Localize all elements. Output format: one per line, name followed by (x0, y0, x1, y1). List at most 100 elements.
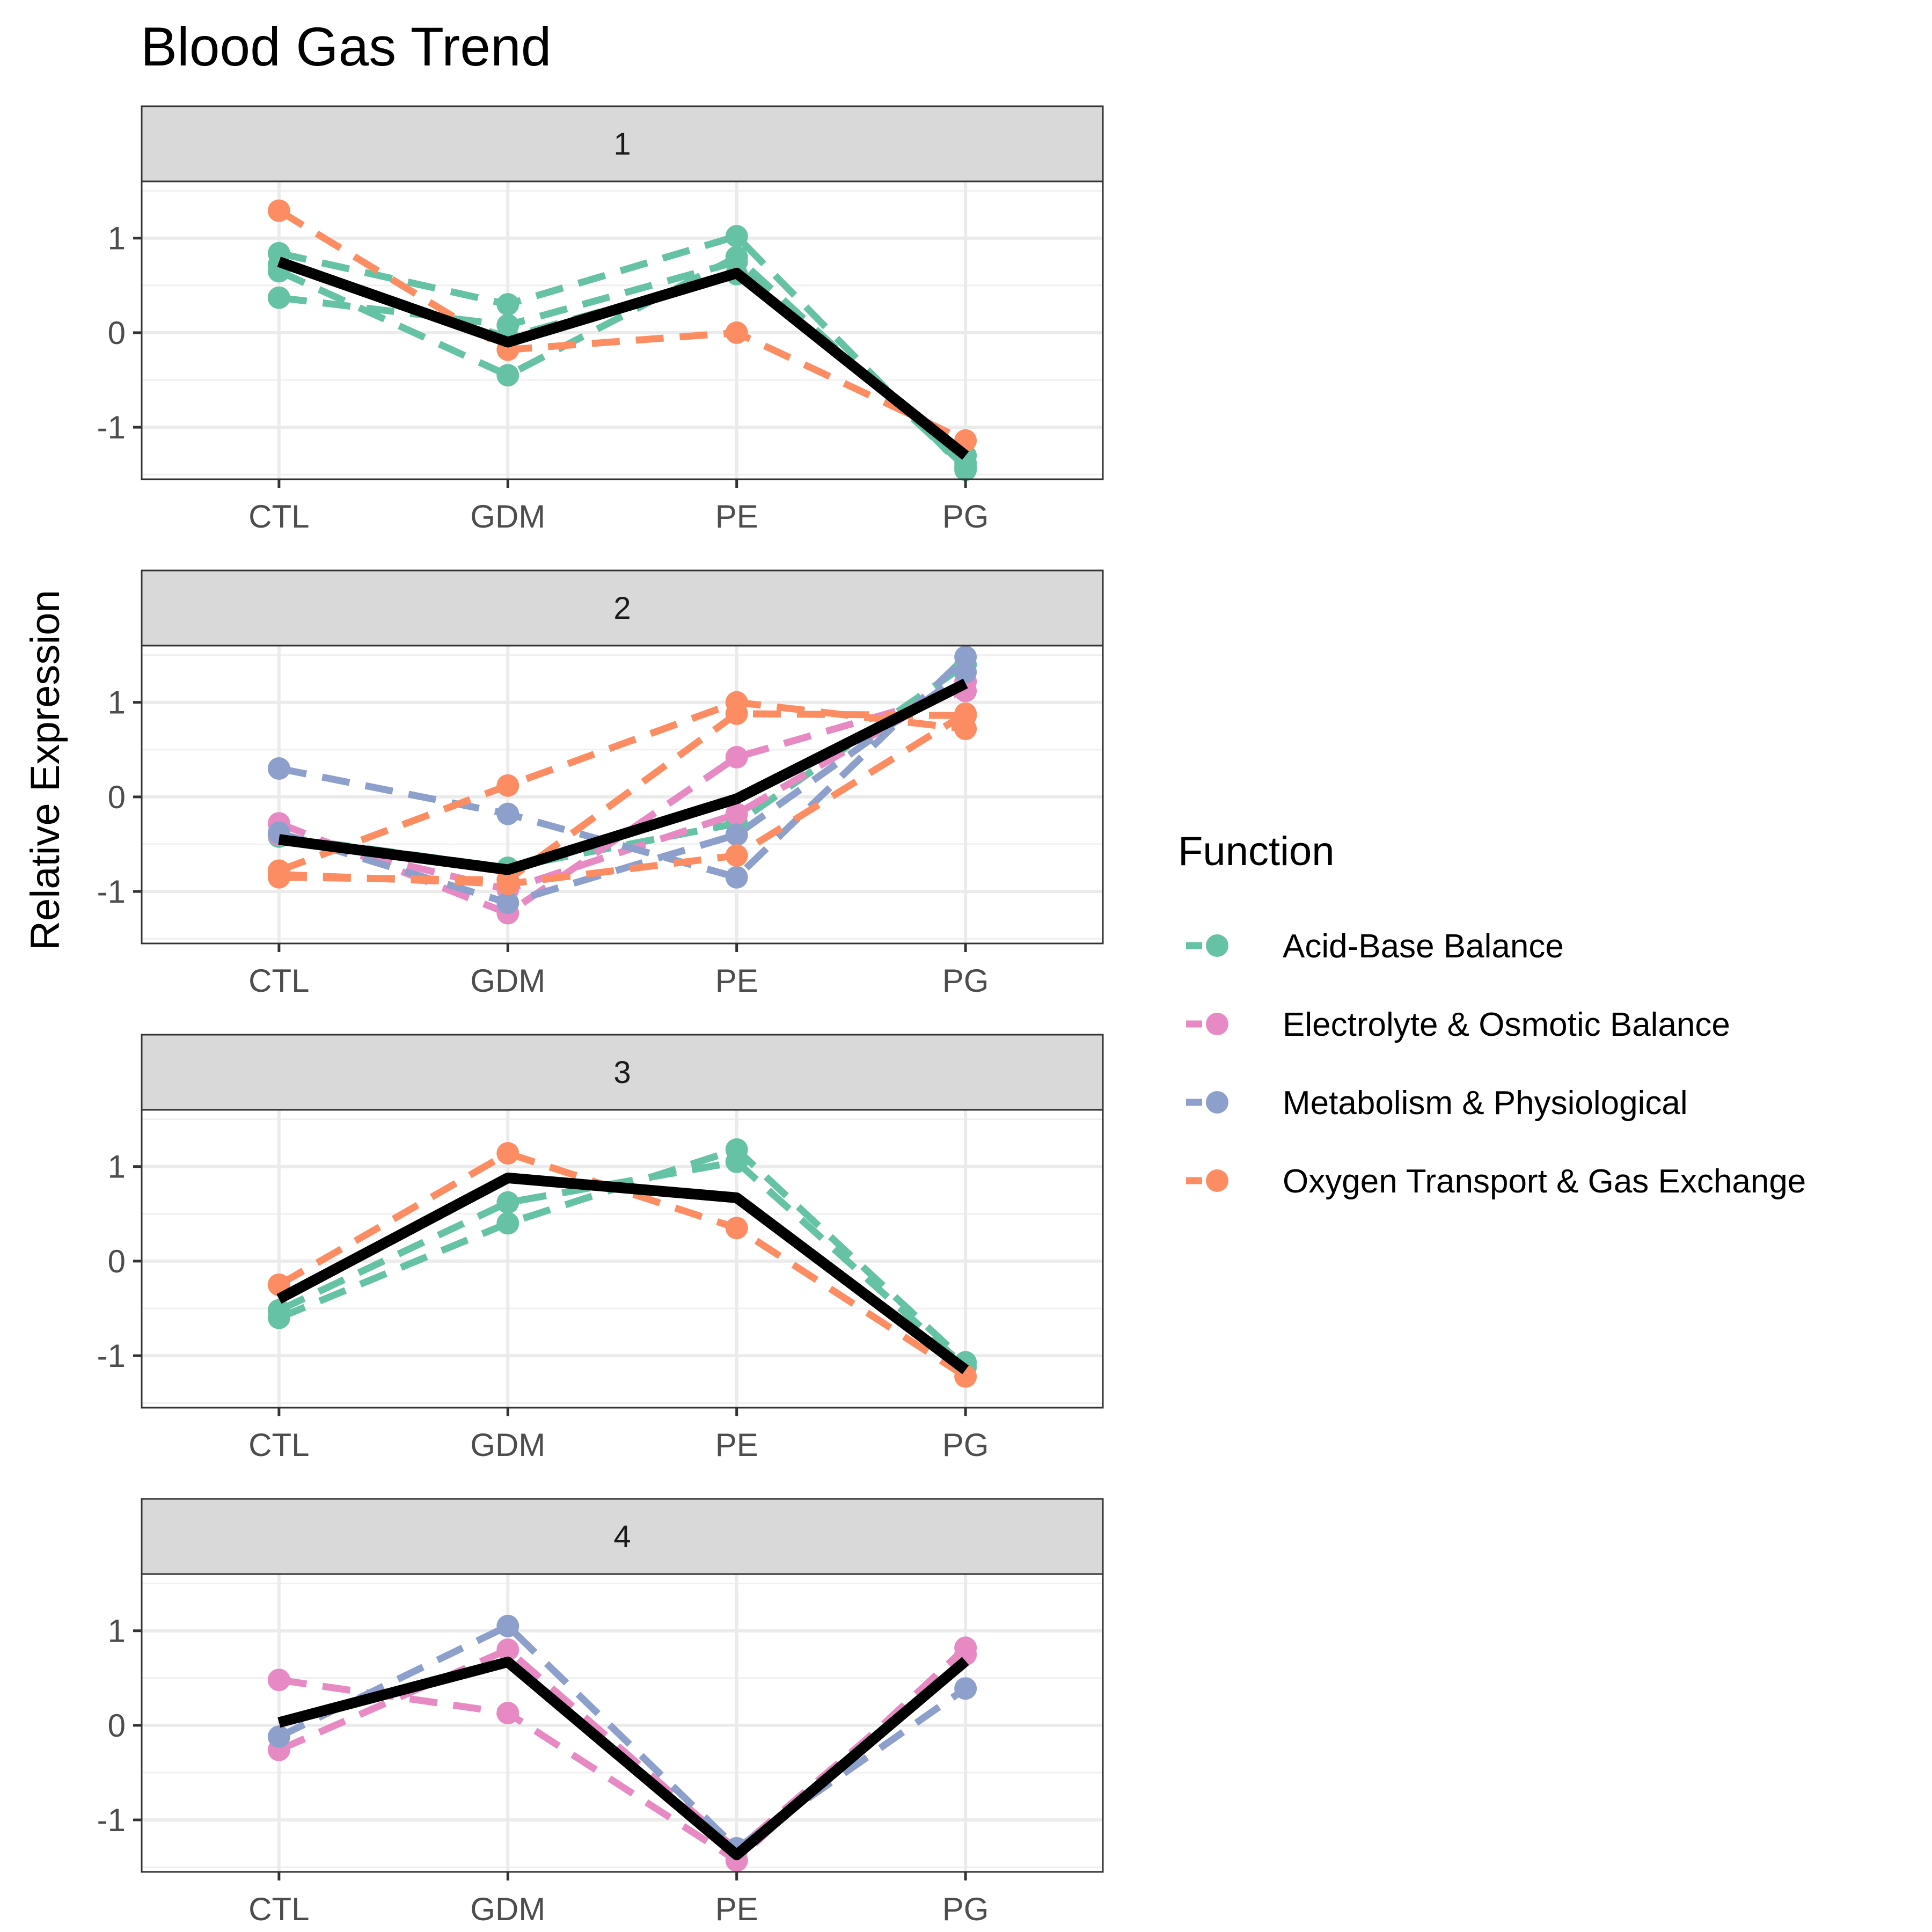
data-point (725, 823, 748, 846)
legend-entries: Acid-Base Balance Electrolyte & Osmotic B… (1186, 928, 1806, 1200)
y-tick-label: 0 (108, 1708, 126, 1744)
panel-2: 2 -1 0 1 CTL GDM PE PG (97, 569, 1104, 999)
legend-key-point (1206, 934, 1228, 957)
legend-label: Acid-Base Balance (1283, 928, 1564, 965)
y-tick-label: 1 (108, 221, 126, 257)
data-point (725, 1150, 748, 1173)
data-point (725, 321, 748, 344)
y-tick-label: 1 (108, 1149, 126, 1185)
series-line-oxygen-transport-gas-exchange (279, 711, 968, 888)
y-tick-label: -1 (97, 1802, 126, 1838)
x-tick-label: PG (942, 963, 989, 999)
y-tick-label: 0 (108, 779, 126, 815)
data-point (267, 757, 290, 780)
data-point (267, 863, 290, 886)
data-point (267, 286, 290, 309)
facet-strip-label: 1 (613, 127, 631, 162)
x-tick-label: GDM (470, 1427, 545, 1463)
legend-label: Metabolism & Physiological (1283, 1085, 1688, 1122)
data-point (496, 1702, 519, 1724)
y-tick-label: -1 (97, 409, 126, 445)
data-point (496, 873, 519, 895)
data-point (496, 1212, 519, 1235)
data-point (725, 1217, 748, 1240)
data-point (725, 866, 748, 889)
x-tick-label: CTL (248, 499, 309, 535)
series-line-oxygen-transport-gas-exchange (277, 699, 966, 874)
data-point (496, 1614, 519, 1637)
trend-line (278, 678, 968, 875)
data-point (267, 1299, 290, 1322)
x-tick-label: GDM (470, 963, 545, 999)
x-tick-label: CTL (248, 1891, 309, 1927)
facet-strip-label: 2 (613, 591, 631, 626)
legend-key-point (1206, 1091, 1228, 1114)
panel-4: 4 -1 0 1 CTL GDM PE PG (97, 1498, 1104, 1927)
series-line-electrolyte-osmotic-balance (277, 687, 967, 917)
facet-strip (141, 105, 1104, 182)
x-tick-label: PG (942, 1891, 989, 1927)
trend-line (277, 257, 969, 460)
chart-title: Blood Gas Trend (141, 16, 551, 77)
x-tick-label: PG (942, 1427, 989, 1463)
series-line-metabolism-physiological (277, 1622, 968, 1852)
y-tick-label: 0 (108, 315, 126, 351)
x-tick-label: CTL (248, 963, 309, 999)
legend-entry: Acid-Base Balance (1186, 928, 1564, 965)
data-point (496, 293, 519, 316)
x-tick-label: PE (715, 1891, 758, 1927)
y-tick-label: -1 (97, 1338, 126, 1374)
series-line-acid-base-balance (278, 232, 968, 472)
y-tick-label: -1 (97, 874, 126, 910)
x-tick-label: GDM (470, 499, 545, 535)
series-line-acid-base-balance (277, 1158, 968, 1370)
data-point (725, 702, 748, 725)
data-point (496, 364, 519, 387)
data-point (496, 774, 519, 797)
x-tick-label: PE (715, 499, 758, 535)
x-tick-label: PE (715, 1427, 758, 1463)
data-point (496, 1142, 519, 1165)
trend-line (276, 1172, 969, 1374)
data-point (725, 225, 748, 248)
y-tick-label: 1 (108, 1613, 126, 1649)
y-tick-label: 0 (108, 1243, 126, 1279)
facet-strip-label: 3 (613, 1055, 631, 1090)
legend-entry: Electrolyte & Osmotic Balance (1186, 1006, 1730, 1043)
facet-strip-label: 4 (613, 1519, 631, 1554)
legend-entry: Oxygen Transport & Gas Exchange (1186, 1163, 1806, 1200)
data-point (267, 1668, 290, 1692)
panel-border (141, 645, 1104, 945)
legend-title: Function (1178, 829, 1335, 874)
data-point (267, 1725, 290, 1748)
trend-line (277, 1656, 969, 1861)
legend: Function Acid-Base Balance Electrolyte & … (1178, 829, 1806, 1200)
y-tick-label: 1 (108, 685, 126, 721)
series-line-metabolism-physiological (278, 654, 968, 881)
legend-key-point (1206, 1169, 1228, 1192)
data-point (267, 199, 290, 222)
data-point (954, 661, 977, 684)
legend-key-point (1206, 1013, 1228, 1035)
panel-border (141, 1573, 1104, 1873)
data-point (496, 891, 519, 914)
panel-border (141, 180, 1104, 480)
series-line-oxygen-transport-gas-exchange (277, 1150, 968, 1380)
panel-border (141, 1109, 1104, 1409)
data-point (725, 802, 748, 825)
legend-label: Oxygen Transport & Gas Exchange (1283, 1163, 1806, 1200)
series-line-metabolism-physiological (277, 669, 968, 906)
y-axis-title: Relative Expression (23, 590, 68, 950)
facet-strip (141, 569, 1104, 647)
data-point (496, 802, 519, 825)
facet-panels: 1 -1 0 1 CTL GDM PE PG 2 -1 0 1 CTL GDM PE PG 3 -1 0 1 CTL GD… (97, 105, 1104, 1927)
facet-strip (141, 1498, 1104, 1575)
panel-1: 1 -1 0 1 CTL GDM PE PG (97, 105, 1104, 535)
x-tick-label: PG (942, 499, 989, 535)
data-point (496, 1191, 519, 1214)
data-point (496, 1638, 519, 1661)
legend-label: Electrolyte & Osmotic Balance (1283, 1006, 1730, 1043)
data-point (954, 702, 977, 725)
x-tick-label: GDM (470, 1891, 545, 1927)
